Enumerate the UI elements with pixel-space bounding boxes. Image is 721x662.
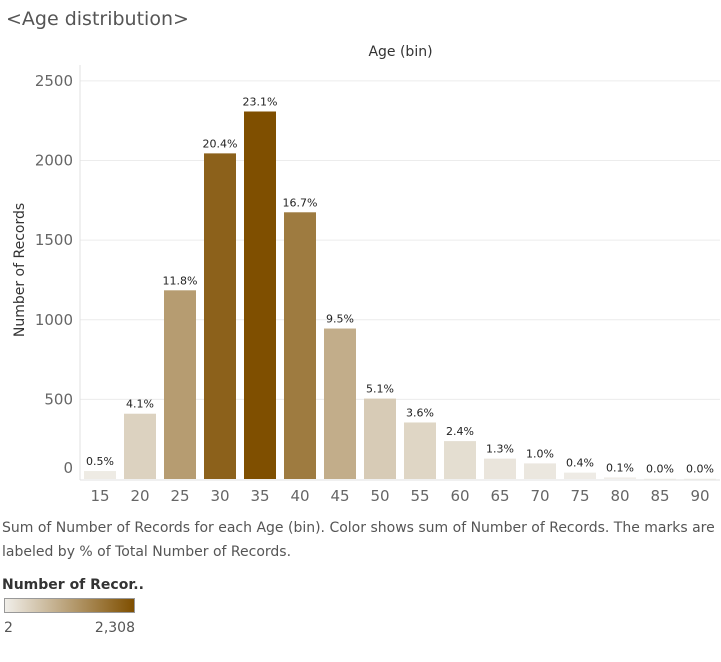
legend-color-ramp: [4, 598, 135, 613]
x-tick-label: 85: [650, 487, 669, 505]
x-tick-label: 40: [290, 487, 309, 505]
x-axis-title: Age (bin): [368, 44, 433, 60]
y-tick-label: 2500: [35, 72, 73, 90]
chart-title: <Age distribution>: [6, 8, 189, 30]
bar-chart: 0 500 1000 1500 2000 2500 Number of Records 0.5…: [12, 65, 720, 505]
data-label: 1.0%: [526, 447, 554, 460]
data-label: 16.7%: [283, 196, 318, 209]
data-label: 0.5%: [86, 455, 114, 468]
bar: [484, 458, 516, 479]
data-label: 0.4%: [566, 457, 594, 470]
y-axis-title: Number of Records: [12, 203, 28, 337]
legend-max-label: 2,308: [94, 620, 135, 636]
data-label: 1.3%: [486, 443, 514, 456]
bar: [564, 472, 596, 479]
x-tick-label: 65: [490, 487, 509, 505]
x-tick-label: 70: [530, 487, 549, 505]
bar: [84, 471, 116, 479]
bar: [524, 463, 556, 479]
x-tick-label: 15: [90, 487, 109, 505]
bar: [604, 477, 636, 479]
data-label: 20.4%: [203, 137, 238, 150]
y-tick-label: 500: [44, 390, 73, 408]
chart-caption: Sum of Number of Records for each Age (b…: [2, 520, 715, 560]
data-label: 5.1%: [366, 383, 394, 396]
y-tick-label: 2000: [35, 152, 73, 170]
y-tick-label: 1000: [35, 311, 73, 329]
x-tick-label: 25: [170, 487, 189, 505]
x-tick-label: 80: [610, 487, 629, 505]
y-tick-label: 1500: [35, 231, 73, 249]
data-label: 4.1%: [126, 398, 154, 411]
x-tick-label: 55: [410, 487, 429, 505]
data-label: 0.1%: [606, 461, 634, 474]
data-label: 3.6%: [406, 406, 434, 419]
data-label: 23.1%: [243, 95, 278, 108]
x-tick-label: 35: [250, 487, 269, 505]
data-label: 0.0%: [646, 463, 674, 476]
bar: [244, 111, 276, 479]
y-tick-label: 0: [63, 459, 73, 477]
bar: [684, 478, 716, 480]
legend-min-label: 2: [4, 620, 13, 636]
bar: [124, 413, 156, 479]
bar: [444, 441, 476, 479]
x-tick-label: 90: [690, 487, 709, 505]
bar: [164, 290, 196, 479]
data-label: 2.4%: [446, 425, 474, 438]
bar: [364, 398, 396, 479]
bar: [204, 153, 236, 479]
x-tick-label: 60: [450, 487, 469, 505]
legend-title: Number of Recor..: [2, 577, 144, 593]
data-label: 9.5%: [326, 313, 354, 326]
bar: [324, 328, 356, 479]
x-tick-label: 30: [210, 487, 229, 505]
bar: [644, 478, 676, 480]
data-label: 11.8%: [163, 274, 198, 287]
x-tick-label: 20: [130, 487, 149, 505]
data-label: 0.0%: [686, 463, 714, 476]
bar: [284, 212, 316, 480]
bar: [404, 422, 436, 479]
x-tick-label: 75: [570, 487, 589, 505]
x-tick-label: 50: [370, 487, 389, 505]
x-tick-label: 45: [330, 487, 349, 505]
